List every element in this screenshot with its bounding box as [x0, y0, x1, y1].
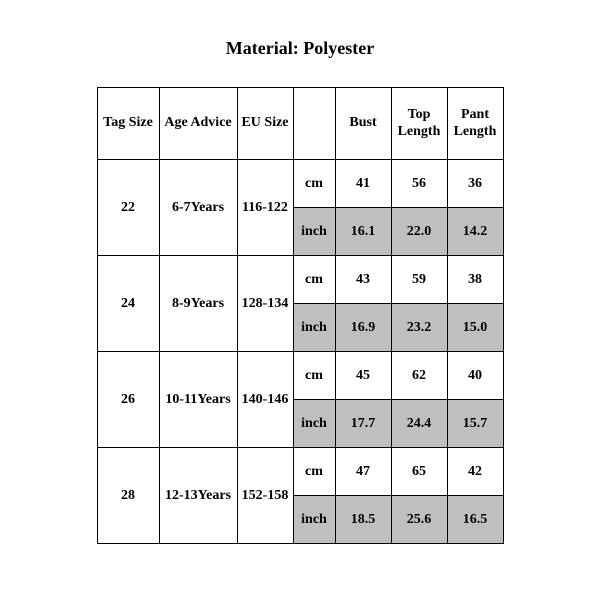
- cell-eu: 128-134: [237, 256, 293, 352]
- col-eu-size: EU Size: [237, 88, 293, 160]
- table-row: 22 6-7Years 116-122 cm 41 56 36: [97, 160, 503, 208]
- cell-top-cm: 56: [391, 160, 447, 208]
- col-pant-length: Pant Length: [447, 88, 503, 160]
- col-tag-size: Tag Size: [97, 88, 159, 160]
- cell-bust-cm: 43: [335, 256, 391, 304]
- cell-top-cm: 62: [391, 352, 447, 400]
- cell-tag: 26: [97, 352, 159, 448]
- cell-age: 12-13Years: [159, 448, 237, 544]
- col-unit: [293, 88, 335, 160]
- col-top-length: Top Length: [391, 88, 447, 160]
- cell-top-inch: 22.0: [391, 208, 447, 256]
- cell-unit-inch: inch: [293, 496, 335, 544]
- chart-title: Material: Polyester: [0, 0, 600, 87]
- cell-eu: 116-122: [237, 160, 293, 256]
- cell-pant-cm: 36: [447, 160, 503, 208]
- cell-tag: 24: [97, 256, 159, 352]
- cell-bust-inch: 16.9: [335, 304, 391, 352]
- table-row: 26 10-11Years 140-146 cm 45 62 40: [97, 352, 503, 400]
- cell-bust-inch: 16.1: [335, 208, 391, 256]
- cell-age: 6-7Years: [159, 160, 237, 256]
- cell-pant-cm: 42: [447, 448, 503, 496]
- cell-eu: 140-146: [237, 352, 293, 448]
- cell-unit-cm: cm: [293, 256, 335, 304]
- cell-pant-inch: 14.2: [447, 208, 503, 256]
- header-row: Tag Size Age Advice EU Size Bust Top Len…: [97, 88, 503, 160]
- table-row: 24 8-9Years 128-134 cm 43 59 38: [97, 256, 503, 304]
- cell-top-inch: 24.4: [391, 400, 447, 448]
- cell-age: 8-9Years: [159, 256, 237, 352]
- cell-unit-inch: inch: [293, 208, 335, 256]
- cell-bust-inch: 18.5: [335, 496, 391, 544]
- cell-bust-cm: 45: [335, 352, 391, 400]
- col-bust: Bust: [335, 88, 391, 160]
- cell-tag: 22: [97, 160, 159, 256]
- cell-age: 10-11Years: [159, 352, 237, 448]
- cell-bust-cm: 41: [335, 160, 391, 208]
- cell-unit-cm: cm: [293, 448, 335, 496]
- cell-pant-inch: 15.7: [447, 400, 503, 448]
- cell-bust-inch: 17.7: [335, 400, 391, 448]
- cell-pant-cm: 38: [447, 256, 503, 304]
- cell-unit-cm: cm: [293, 352, 335, 400]
- cell-unit-cm: cm: [293, 160, 335, 208]
- cell-tag: 28: [97, 448, 159, 544]
- cell-unit-inch: inch: [293, 304, 335, 352]
- cell-top-inch: 25.6: [391, 496, 447, 544]
- cell-unit-inch: inch: [293, 400, 335, 448]
- cell-bust-cm: 47: [335, 448, 391, 496]
- cell-eu: 152-158: [237, 448, 293, 544]
- size-table: Tag Size Age Advice EU Size Bust Top Len…: [97, 87, 504, 544]
- cell-pant-inch: 15.0: [447, 304, 503, 352]
- cell-top-cm: 59: [391, 256, 447, 304]
- cell-pant-cm: 40: [447, 352, 503, 400]
- cell-top-cm: 65: [391, 448, 447, 496]
- cell-top-inch: 23.2: [391, 304, 447, 352]
- size-chart: { "title": "Material: Polyester", "table…: [0, 0, 600, 600]
- col-age-advice: Age Advice: [159, 88, 237, 160]
- cell-pant-inch: 16.5: [447, 496, 503, 544]
- table-row: 28 12-13Years 152-158 cm 47 65 42: [97, 448, 503, 496]
